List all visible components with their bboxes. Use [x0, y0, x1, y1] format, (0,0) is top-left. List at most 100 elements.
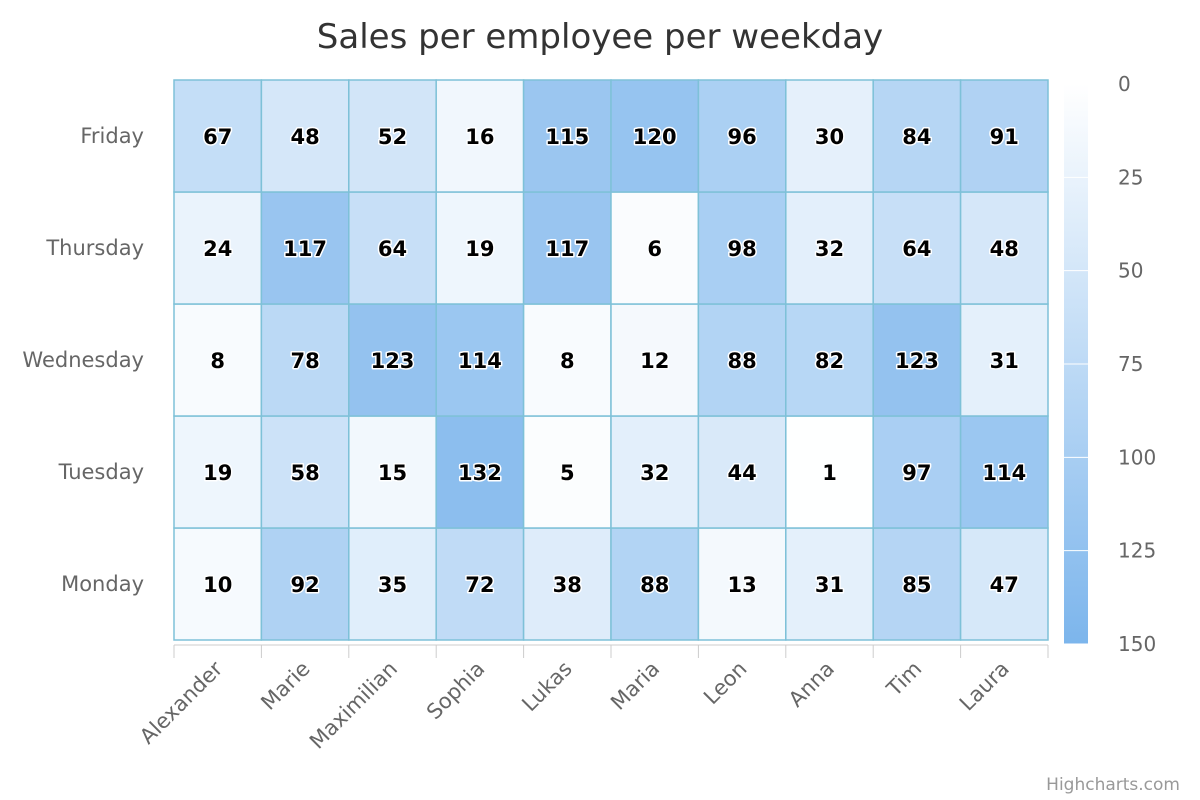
- heatmap-cell[interactable]: [610, 303, 700, 417]
- legend-tick-label: 50: [1118, 259, 1143, 283]
- y-tick-label: Thursday: [45, 236, 144, 260]
- heatmap-cell[interactable]: [872, 415, 962, 529]
- heatmap-cell[interactable]: [697, 79, 787, 193]
- data-label: 44: [727, 461, 756, 485]
- x-tick-label: Maria: [606, 657, 664, 715]
- color-axis-legend: 0 25 50 75 100 125 150: [1064, 72, 1156, 656]
- data-label: 84: [902, 125, 931, 149]
- heatmap-cell[interactable]: [260, 303, 350, 417]
- x-tick-label: Sophia: [422, 657, 490, 725]
- data-label: 88: [640, 573, 669, 597]
- data-label: 6: [647, 237, 662, 261]
- data-label: 85: [902, 573, 931, 597]
- data-label: 16: [465, 125, 494, 149]
- heatmap-cell[interactable]: [348, 527, 437, 641]
- heatmap-cell[interactable]: [872, 79, 962, 193]
- y-tick-label: Monday: [61, 572, 144, 596]
- heatmap-cell[interactable]: [173, 79, 263, 193]
- data-label: 38: [553, 573, 582, 597]
- data-label: 115: [545, 125, 589, 149]
- data-label: 19: [203, 461, 232, 485]
- heatmap-cell[interactable]: [959, 527, 1049, 641]
- y-tick-label: Friday: [80, 124, 144, 148]
- x-tick-label: Alexander: [135, 656, 227, 748]
- data-label: 31: [815, 573, 844, 597]
- data-label: 78: [290, 349, 319, 373]
- heatmap-cell[interactable]: [348, 303, 437, 417]
- legend-tick-label: 150: [1118, 632, 1156, 656]
- data-label: 5: [560, 461, 575, 485]
- x-tick-label: Maximilian: [305, 657, 402, 754]
- heatmap-cells: [173, 79, 1049, 641]
- y-axis: Monday Tuesday Wednesday Thursday Friday: [22, 124, 144, 596]
- heatmap-cell[interactable]: [260, 79, 350, 193]
- heatmap-cell[interactable]: [348, 191, 437, 305]
- heatmap-cell[interactable]: [872, 527, 962, 641]
- heatmap-cell[interactable]: [435, 191, 525, 305]
- data-label: 123: [895, 349, 939, 373]
- data-label: 31: [990, 349, 1019, 373]
- legend-tick-label: 25: [1118, 165, 1143, 189]
- data-label: 92: [290, 573, 319, 597]
- heatmap-cell[interactable]: [610, 191, 700, 305]
- data-label: 58: [290, 461, 319, 485]
- data-label: 30: [815, 125, 844, 149]
- data-label: 19: [465, 237, 494, 261]
- data-label: 123: [371, 349, 415, 373]
- heatmap-cell[interactable]: [173, 191, 263, 305]
- heatmap-cell[interactable]: [610, 415, 700, 529]
- x-tick-label: Leon: [699, 657, 752, 710]
- heatmap-cell[interactable]: [260, 415, 350, 529]
- data-label: 48: [290, 125, 319, 149]
- data-label: 52: [378, 125, 407, 149]
- heatmap-cell[interactable]: [785, 191, 874, 305]
- data-label: 82: [815, 349, 844, 373]
- heatmap-cell[interactable]: [610, 79, 700, 193]
- data-label: 97: [902, 461, 931, 485]
- heatmap-cell[interactable]: [872, 303, 962, 417]
- heatmap-cell[interactable]: [348, 415, 437, 529]
- x-tick-label: Anna: [784, 657, 839, 712]
- data-label: 64: [378, 237, 407, 261]
- x-tick-label: Tim: [882, 657, 927, 702]
- data-label: 67: [203, 125, 232, 149]
- data-label: 24: [203, 237, 232, 261]
- heatmap-cell[interactable]: [697, 527, 787, 641]
- heatmap-cell[interactable]: [959, 303, 1049, 417]
- legend-tick-label: 125: [1118, 539, 1156, 563]
- heatmap-cell[interactable]: [348, 79, 437, 193]
- heatmap-cell[interactable]: [697, 415, 787, 529]
- data-label: 8: [210, 349, 225, 373]
- heatmap-cell[interactable]: [260, 191, 350, 305]
- heatmap-cell[interactable]: [522, 415, 612, 529]
- heatmap-cell[interactable]: [260, 527, 350, 641]
- credits-link[interactable]: Highcharts.com: [1046, 775, 1180, 795]
- data-label: 64: [902, 237, 931, 261]
- heatmap-cell[interactable]: [173, 415, 263, 529]
- data-label: 32: [640, 461, 669, 485]
- legend-tick-label: 0: [1118, 72, 1131, 96]
- x-tick-label: Laura: [955, 657, 1014, 716]
- heatmap-cell[interactable]: [435, 79, 525, 193]
- data-label: 114: [458, 349, 502, 373]
- y-tick-label: Wednesday: [22, 348, 144, 372]
- data-label: 117: [283, 237, 327, 261]
- heatmap-cell[interactable]: [872, 191, 962, 305]
- heatmap-cell[interactable]: [522, 79, 612, 193]
- data-label: 132: [458, 461, 502, 485]
- data-label: 13: [727, 573, 756, 597]
- heatmap-cell[interactable]: [785, 79, 874, 193]
- data-label: 98: [727, 237, 756, 261]
- heatmap-cell[interactable]: [785, 415, 874, 529]
- heatmap-cell[interactable]: [959, 79, 1049, 193]
- data-label: 1: [822, 461, 837, 485]
- data-label: 47: [990, 573, 1019, 597]
- data-label: 8: [560, 349, 575, 373]
- heatmap-cell[interactable]: [435, 303, 525, 417]
- data-label: 114: [982, 461, 1026, 485]
- x-tick-label: Lukas: [517, 657, 577, 717]
- data-label: 32: [815, 237, 844, 261]
